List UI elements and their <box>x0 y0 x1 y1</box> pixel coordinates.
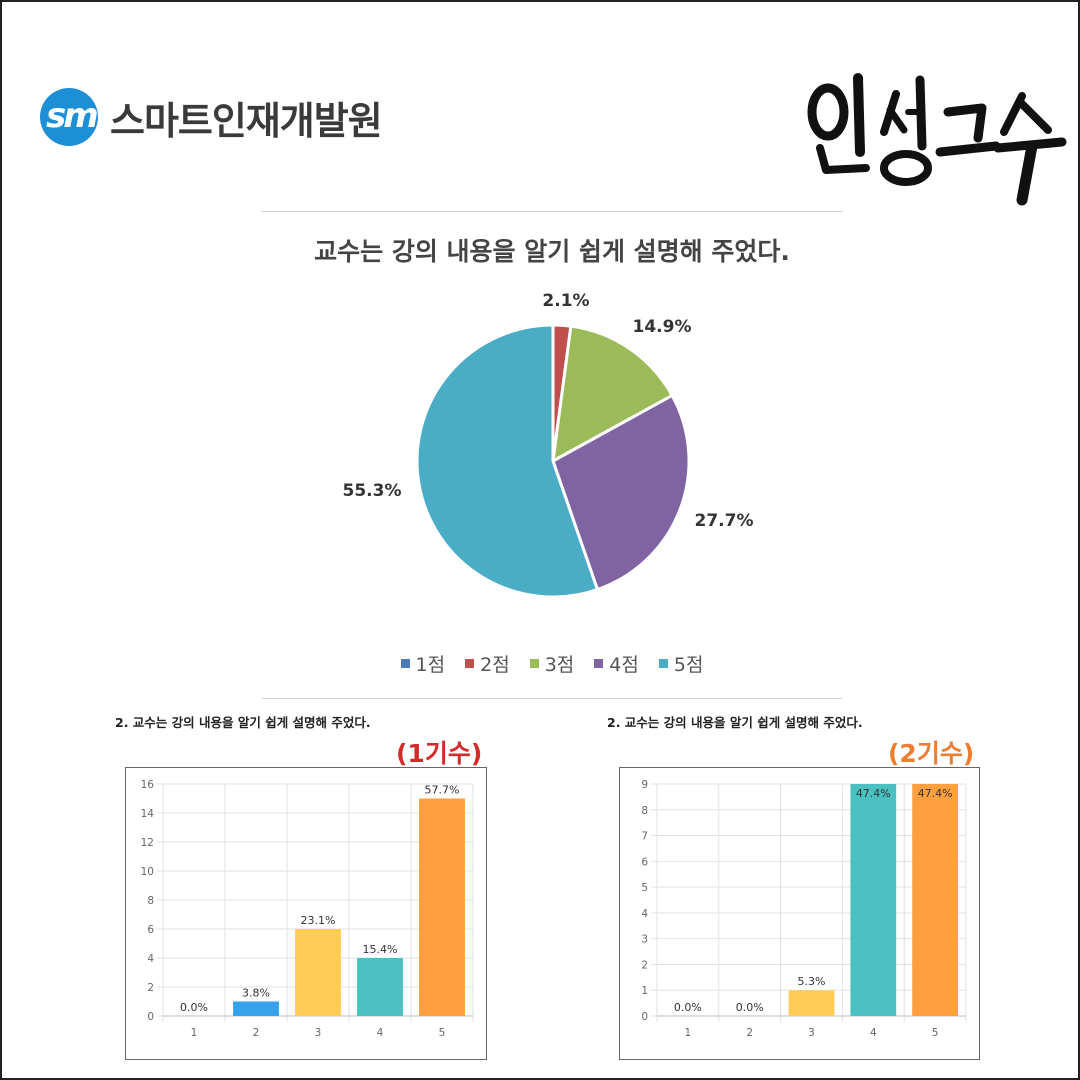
legend-label: 1점 <box>415 654 446 676</box>
legend-swatch <box>465 659 475 668</box>
x-tick-label: 5 <box>439 1027 446 1039</box>
bar-data-label: 0.0% <box>736 1001 764 1014</box>
x-tick-label: 4 <box>377 1027 384 1039</box>
y-tick-label: 12 <box>141 837 154 849</box>
legend-swatch <box>400 659 410 668</box>
cohort-1-label: (1기수) <box>396 739 483 768</box>
legend-label: 4점 <box>609 654 639 676</box>
pie-data-label: 14.9% <box>633 317 692 337</box>
y-tick-label: 4 <box>641 908 648 920</box>
logo-mark-icon: sm <box>40 88 98 146</box>
pie-slice-5점 <box>415 323 600 599</box>
bar-5 <box>419 798 465 1016</box>
legend-item: 2점 <box>465 650 510 677</box>
legend-item: 4점 <box>594 650 639 677</box>
y-tick-label: 10 <box>141 866 154 878</box>
bar-data-label: 3.8% <box>242 987 270 1000</box>
pie-chart-title: 교수는 강의 내용을 알기 쉽게 설명해 주었다. <box>314 237 790 266</box>
bar-chart-2-title: 2. 교수는 강의 내용을 알기 쉽게 설명해 주었다. <box>607 715 863 730</box>
pie-data-label: 55.3% <box>343 481 402 501</box>
bar-chart-2: 0 1 2 3 4 5 6 7 8 9 0.0% 1 0.0% 2 5.3% 3 47.4% 4 47.4% 5 <box>619 767 980 1060</box>
bar-data-label: 5.3% <box>798 975 826 988</box>
y-tick-label: 7 <box>641 831 648 843</box>
pie-legend: 1점 2점 3점 4점 5점 <box>262 650 842 677</box>
y-tick-label: 8 <box>641 805 648 817</box>
y-tick-label: 3 <box>641 934 648 946</box>
x-tick-label: 1 <box>685 1027 692 1039</box>
top-divider <box>262 211 842 212</box>
logo-mark-text: sm <box>46 96 98 136</box>
bar-data-label: 15.4% <box>363 943 398 956</box>
y-tick-label: 2 <box>147 982 154 994</box>
pie-data-label: 27.7% <box>695 511 754 531</box>
middle-divider <box>262 698 842 699</box>
y-tick-label: 8 <box>147 895 154 907</box>
pie-data-label: 2.1% <box>542 291 589 311</box>
y-tick-label: 0 <box>641 1011 648 1023</box>
bar-chart-1-title: 2. 교수는 강의 내용을 알기 쉽게 설명해 주었다. <box>115 715 371 730</box>
bar-data-label: 0.0% <box>674 1001 702 1014</box>
bar-3 <box>788 990 835 1016</box>
bar-data-label: 0.0% <box>180 1001 208 1014</box>
bar-data-label: 23.1% <box>301 914 336 927</box>
y-tick-label: 1 <box>641 985 648 997</box>
cohort-2-label: (2기수) <box>888 739 975 768</box>
y-tick-label: 5 <box>641 882 648 894</box>
legend-label: 5점 <box>673 654 704 676</box>
legend-swatch <box>594 659 604 668</box>
legend-swatch <box>529 659 539 668</box>
x-tick-label: 3 <box>315 1027 322 1039</box>
y-tick-label: 0 <box>147 1011 154 1023</box>
legend-label: 3점 <box>544 654 575 676</box>
pie-slice-4점 <box>551 393 691 592</box>
bar-3 <box>295 929 341 1016</box>
legend-item: 5점 <box>658 650 704 677</box>
y-tick-label: 16 <box>141 779 155 791</box>
pie-chart: 2.1% 14.9% 27.7% 55.3% <box>343 291 754 599</box>
x-tick-label: 4 <box>870 1027 877 1039</box>
x-tick-label: 1 <box>191 1027 198 1039</box>
brand-logo: sm 스마트인재개발원 <box>40 88 383 146</box>
bar-data-label: 47.4% <box>856 787 891 800</box>
bar-4 <box>357 958 403 1016</box>
x-tick-label: 3 <box>808 1027 815 1039</box>
bar-2 <box>233 1001 279 1016</box>
legend-item: 1점 <box>400 650 446 677</box>
bar-4 <box>850 784 897 1016</box>
bar-data-label: 57.7% <box>425 784 460 797</box>
bar-5 <box>912 784 958 1016</box>
y-tick-label: 4 <box>147 953 154 965</box>
y-tick-label: 14 <box>141 808 155 820</box>
logo-text: 스마트인재개발원 <box>110 98 383 143</box>
y-tick-label: 6 <box>641 856 648 868</box>
x-tick-label: 2 <box>746 1027 753 1039</box>
bar-data-label: 47.4% <box>918 787 953 800</box>
y-tick-label: 9 <box>641 779 648 791</box>
x-tick-label: 5 <box>932 1027 939 1039</box>
legend-swatch <box>658 659 668 668</box>
pie-slice-3점 <box>551 324 675 464</box>
x-tick-label: 2 <box>253 1027 260 1039</box>
bar-chart-1: 0 2 4 6 8 10 12 14 16 0.0% 1 3.8% 2 23.1% 3 15.4% 4 57.7%… <box>125 767 487 1060</box>
legend-label: 2점 <box>480 654 510 676</box>
y-tick-label: 6 <box>147 924 154 936</box>
brush-calligraphy-logo <box>807 73 1067 206</box>
legend-item: 3점 <box>529 650 575 677</box>
y-tick-label: 2 <box>641 959 648 971</box>
